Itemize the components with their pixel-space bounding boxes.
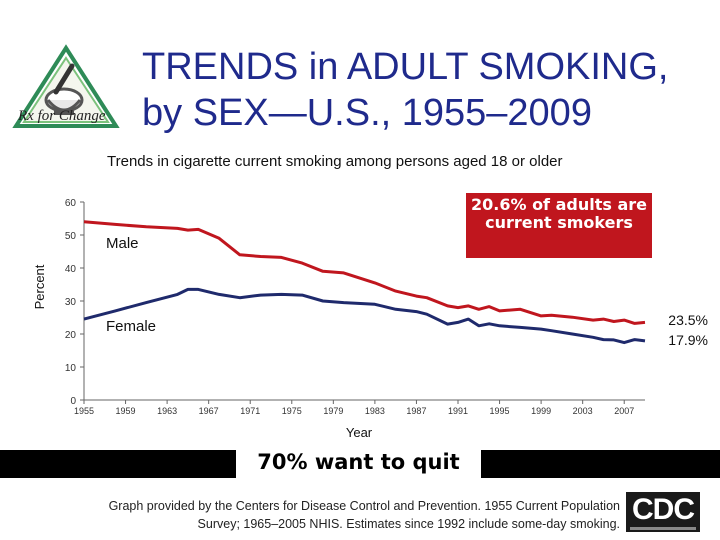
end-label-female: 17.9%: [668, 332, 708, 348]
x-tick-label: 1999: [531, 406, 551, 416]
x-tick-label: 1967: [199, 406, 219, 416]
credit-line-2: Survey; 1965–2005 NHIS. Estimates since …: [197, 517, 620, 531]
x-tick-label: 1955: [74, 406, 94, 416]
y-tick-label: 10: [65, 363, 77, 374]
end-label-male: 23.5%: [668, 312, 708, 328]
series-label-female: Female: [106, 318, 156, 335]
x-tick-label: 1971: [240, 406, 260, 416]
page-title: TRENDS in ADULT SMOKING, by SEX—U.S., 19…: [142, 44, 668, 136]
y-axis: 0 10 20 30 40 50 60: [65, 198, 85, 407]
source-credit: Graph provided by the Centers for Diseas…: [40, 497, 620, 533]
callout-text: 20.6% of adults are current smokers: [470, 195, 647, 232]
series-lines: [83, 220, 646, 345]
female-series-line: [83, 287, 646, 345]
y-tick-label: 50: [65, 231, 77, 242]
chart-subtitle: Trends in cigarette current smoking amon…: [107, 153, 563, 170]
credit-line-1: Graph provided by the Centers for Diseas…: [108, 499, 620, 513]
y-tick-label: 0: [70, 396, 76, 407]
y-tick-label: 60: [65, 198, 77, 209]
x-tick-label: 1995: [490, 406, 510, 416]
cdc-logo-text: CDC: [632, 493, 695, 526]
x-tick-label: 1963: [157, 406, 177, 416]
male-series-line: [83, 220, 646, 325]
x-tick-label: 2003: [573, 406, 593, 416]
x-tick-label: 1991: [448, 406, 468, 416]
x-tick-label: 1979: [323, 406, 343, 416]
logo-text: Rx for Change: [18, 108, 106, 124]
y-axis-label: Percent: [32, 264, 47, 309]
title-line-1: TRENDS in ADULT SMOKING,: [142, 46, 669, 88]
x-tick-label: 1983: [365, 406, 385, 416]
x-axis-label: Year: [346, 425, 373, 440]
cdc-logo: CDC: [626, 492, 700, 532]
series-label-male: Male: [106, 235, 139, 252]
y-tick-label: 40: [65, 264, 77, 275]
x-tick-label: 1975: [282, 406, 302, 416]
quit-banner-text: 70% want to quit: [236, 447, 481, 478]
cdc-logo-underline: [630, 527, 696, 530]
x-axis: 1955 1959 1963 1967 1971 1975 1979 1983 1987 1991…: [74, 399, 645, 416]
callout-box: 20.6% of adults are current smokers: [466, 193, 652, 258]
rx-for-change-logo: [12, 44, 120, 128]
y-tick-label: 30: [65, 297, 77, 308]
title-line-2: by SEX—U.S., 1955–2009: [142, 92, 592, 134]
x-tick-label: 2007: [614, 406, 634, 416]
x-tick-label: 1959: [116, 406, 136, 416]
x-tick-label: 1987: [406, 406, 426, 416]
y-tick-label: 20: [65, 330, 77, 341]
